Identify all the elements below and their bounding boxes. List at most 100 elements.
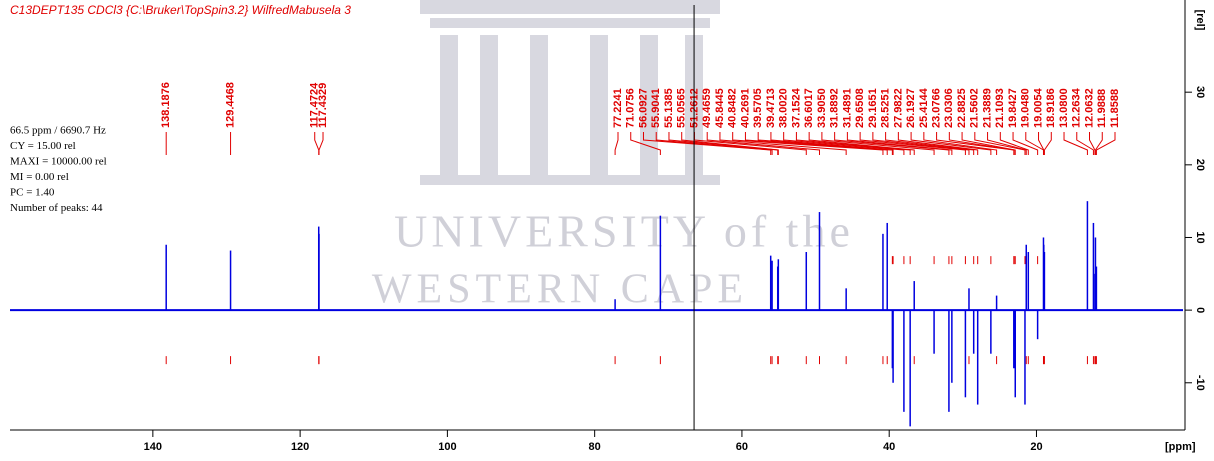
peak-connector	[719, 132, 847, 155]
peak-label: 21.5602	[969, 88, 981, 128]
peak-connector	[744, 132, 888, 155]
peak-connector	[614, 132, 619, 155]
x-tick-label: 140	[144, 441, 162, 453]
peak-connector	[630, 132, 661, 155]
y-tick-label: 30	[1194, 86, 1206, 98]
peak-connector	[846, 132, 953, 155]
x-tick-label: 60	[736, 441, 748, 453]
peak-label: 138.1876	[160, 82, 172, 128]
peak-label: 26.1927	[905, 88, 917, 128]
peak-label: 28.5251	[880, 88, 892, 128]
peak-label: 49.4659	[701, 88, 713, 128]
peak-connector	[987, 132, 1027, 155]
watermark: WESTERN CAPE	[372, 267, 748, 313]
peak-connector	[974, 132, 1026, 155]
peak-label: 117.4724	[309, 82, 321, 128]
peak-label: 39.5705	[752, 88, 764, 128]
peak-label: 37.1524	[790, 87, 802, 128]
peak-label: 38.0020	[778, 88, 790, 128]
peak-label: 31.4891	[841, 88, 853, 128]
peak-label: 13.0800	[1058, 88, 1070, 128]
peak-connector	[783, 132, 905, 155]
x-tick-label: 20	[1030, 441, 1042, 453]
peak-connector	[681, 132, 779, 155]
peak-label: 23.0306	[943, 88, 955, 128]
info-text: CY = 15.00 rel	[10, 140, 76, 152]
info-text: PC = 1.40	[10, 187, 55, 199]
peak-connector	[1095, 132, 1116, 155]
peak-connector	[1043, 132, 1052, 155]
peak-connector	[1012, 132, 1039, 155]
peak-connector	[732, 132, 884, 155]
peak-label: 45.8445	[714, 88, 726, 128]
peak-label: 22.8825	[956, 88, 968, 128]
peak-label: 71.0756	[625, 88, 637, 128]
peak-connector	[897, 132, 979, 155]
peak-connector	[961, 132, 1016, 155]
peak-label: 25.4144	[918, 87, 930, 128]
watermark-logo	[420, 0, 720, 185]
peak-connector	[872, 132, 970, 155]
peak-connector	[655, 132, 773, 155]
peak-label: 11.9888	[1096, 89, 1108, 128]
peak-label: 12.2634	[1071, 87, 1083, 128]
peak-connector	[1094, 132, 1103, 155]
y-tick-label: 0	[1194, 307, 1206, 313]
peak-connector	[668, 132, 779, 155]
info-text: Number of peaks: 44	[10, 202, 103, 214]
peak-connector	[923, 132, 998, 155]
peak-label: 40.8482	[727, 88, 739, 128]
peak-label: 40.2691	[739, 88, 751, 128]
peak-connector	[834, 132, 950, 155]
y-tick-label: 10	[1194, 231, 1206, 243]
peak-label: 33.9050	[816, 88, 828, 128]
peak-label: 18.9186	[1045, 88, 1057, 128]
peak-connector	[821, 132, 935, 155]
peak-connector	[910, 132, 992, 155]
watermark: UNIVERSITY of the	[394, 206, 854, 257]
peak-label: 23.0766	[930, 88, 942, 128]
peak-connector	[1089, 132, 1096, 155]
peak-label: 11.8588	[1109, 89, 1121, 128]
peak-label: 27.9822	[892, 88, 904, 128]
peak-connector	[318, 132, 324, 155]
peak-label: 129.4468	[224, 82, 236, 128]
info-text: MI = 0.00 rel	[10, 171, 69, 183]
info-text: 66.5 ppm / 6690.7 Hz	[10, 125, 106, 137]
peak-label: 77.2241	[612, 88, 624, 128]
y-tick-label: -10	[1194, 375, 1206, 391]
peak-connector	[642, 132, 772, 155]
y-axis-label: [rel]	[1194, 10, 1206, 31]
peak-connector	[1063, 132, 1088, 155]
peak-connector	[859, 132, 966, 155]
peak-label: 56.0927	[637, 88, 649, 128]
peak-label: 29.6508	[854, 88, 866, 128]
info-text: MAXI = 10000.00 rel	[10, 156, 107, 168]
peak-connector	[885, 132, 975, 155]
peak-connector	[948, 132, 1015, 155]
peak-connector	[808, 132, 915, 155]
y-tick-label: 20	[1194, 159, 1206, 171]
peak-connector	[999, 132, 1029, 155]
peak-label: 39.4713	[765, 88, 777, 128]
peak-label: 36.6017	[803, 88, 815, 128]
peak-label: 21.1093	[994, 88, 1006, 128]
peak-label: 55.0565	[676, 88, 688, 128]
peak-label: 21.3889	[981, 88, 993, 128]
peak-connector	[1076, 132, 1094, 155]
peak-label: 19.0054	[1032, 87, 1044, 128]
x-tick-label: 100	[438, 441, 456, 453]
chart-title: C13DEPT135 CDCl3 {C:\Bruker\TopSpin3.2} …	[10, 3, 351, 17]
peak-label: 55.1385	[663, 88, 675, 128]
peak-label: 55.9041	[650, 88, 662, 128]
x-axis-label: [ppm]	[1165, 441, 1196, 453]
peak-connector	[757, 132, 893, 155]
peak-label: 117.4329	[317, 83, 329, 128]
peak-label: 19.8427	[1007, 88, 1019, 128]
peak-label: 29.1651	[867, 88, 879, 128]
x-tick-label: 80	[589, 441, 601, 453]
peak-connector	[1038, 132, 1045, 155]
x-tick-label: 120	[291, 441, 309, 453]
x-tick-label: 40	[883, 441, 895, 453]
